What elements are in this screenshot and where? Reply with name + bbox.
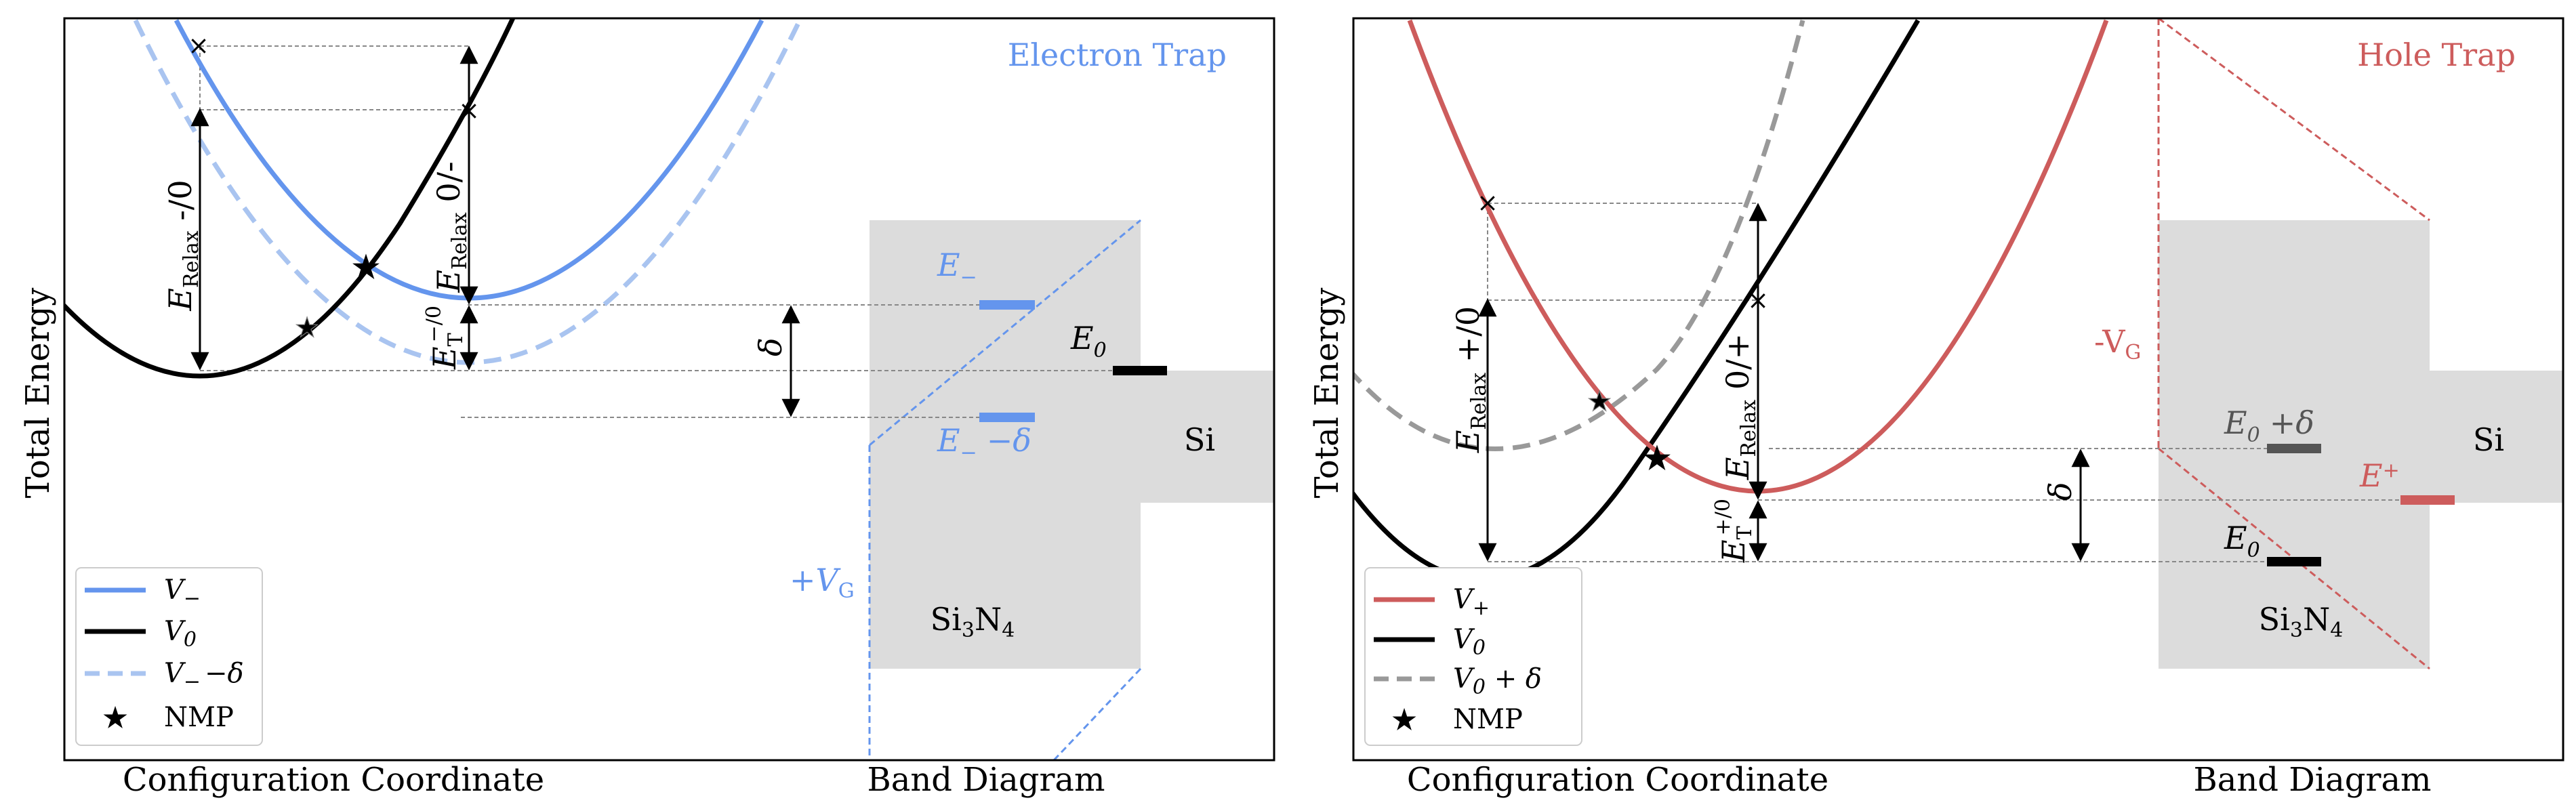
left-label-si: Si [1184, 421, 1215, 458]
left-legend-item-v0: V0 [164, 616, 197, 652]
right-legend-item-v0-delta: V0 + δ [1453, 663, 1542, 699]
left-label-erelax-b: ERelax 0/- [430, 161, 472, 293]
left-nmp-star-2: ★ [295, 312, 319, 344]
right-xlabel-band: Band Diagram [2193, 761, 2431, 799]
right-panel: × × ★ ★ Hole Trap Total Energy Configura… [1308, 17, 2564, 799]
left-label-delta: δ [752, 337, 789, 356]
left-panel: × × ★ ★ Electron Trap Total Energy Confi… [19, 17, 1275, 799]
left-label-vg: +VG [790, 562, 855, 603]
left-ylabel: Total Energy [19, 288, 57, 499]
right-label-vg: -VG [2094, 323, 2141, 365]
left-legend-item-v-minus: V− [164, 575, 201, 610]
right-legend-box [1364, 567, 1582, 746]
left-title: Electron Trap [1008, 37, 1227, 73]
left-label-erelax-a: ERelax -/0 [162, 180, 203, 311]
right-legend-item-v0: V0 [1453, 624, 1486, 660]
right-legend-item-nmp: NMP [1453, 704, 1523, 735]
left-legend: ★ V− V0 V− −δ NMP [75, 567, 263, 746]
right-label-erelax-a: ERelax +/0 [1450, 306, 1491, 453]
right-title: Hole Trap [2357, 37, 2516, 73]
left-curve-v-minus-delta [133, 19, 802, 365]
right-label-e-plus: E+ [2359, 457, 2400, 494]
left-legend-item-v-minus-delta: V− −δ [164, 658, 244, 694]
left-guide-lines [199, 45, 1118, 418]
left-legend-item-nmp: NMP [164, 702, 234, 733]
right-label-e0-delta: E0 +δ [2224, 404, 2314, 447]
right-cross-marker-red: × [1747, 285, 1769, 315]
right-nmp-star-1: ★ [1643, 440, 1671, 476]
right-label-e0: E0 [2224, 520, 2260, 562]
left-si-box [1141, 371, 1274, 503]
left-cross-marker-blue: × [458, 96, 480, 125]
left-label-e-minus: E− [937, 247, 977, 289]
right-ylabel: Total Energy [1308, 288, 1346, 499]
right-axes-frame [1352, 17, 2564, 762]
left-axes-frame [63, 17, 1275, 762]
right-legend: ★ V+ V0 V0 + δ NMP [1364, 567, 1582, 746]
right-label-sin: Si3N4 [2259, 601, 2344, 642]
left-xlabel-config: Configuration Coordinate [123, 761, 544, 799]
right-curve-v0-delta [1353, 20, 1805, 451]
right-si-box [2430, 371, 2563, 503]
right-label-et: ET+/0 [1711, 499, 1757, 563]
left-label-sin: Si3N4 [931, 601, 1015, 642]
right-label-erelax-b: ERelax 0/+ [1719, 333, 1761, 480]
right-cross-marker-black: × [1477, 188, 1498, 217]
right-legend-item-v-plus: V+ [1453, 584, 1490, 620]
left-cross-marker-black: × [188, 30, 209, 60]
right-xlabel-config: Configuration Coordinate [1407, 761, 1828, 799]
left-label-e-minus-delta: E− −δ [937, 422, 1031, 465]
left-xlabel-band: Band Diagram [867, 761, 1105, 799]
left-sin-box [870, 220, 1141, 669]
right-band-edge-upper [2158, 18, 2430, 222]
left-plot-area: × × ★ ★ [64, 18, 1274, 760]
right-plot-area: × × ★ ★ [1353, 18, 2563, 670]
left-band-edge-upper [869, 219, 1141, 446]
right-label-delta: δ [2042, 482, 2079, 501]
right-label-si: Si [2473, 421, 2504, 458]
left-label-et: ET−/0 [422, 306, 468, 370]
left-label-e0: E0 [1070, 320, 1107, 362]
left-nmp-star-1: ★ [352, 249, 380, 285]
right-legend-swatch-nmp: ★ [1392, 705, 1416, 736]
right-nmp-star-2: ★ [1587, 386, 1612, 417]
left-legend-box [75, 567, 263, 746]
left-legend-swatch-nmp: ★ [103, 703, 127, 734]
left-band-edge-lower [1052, 667, 1142, 760]
